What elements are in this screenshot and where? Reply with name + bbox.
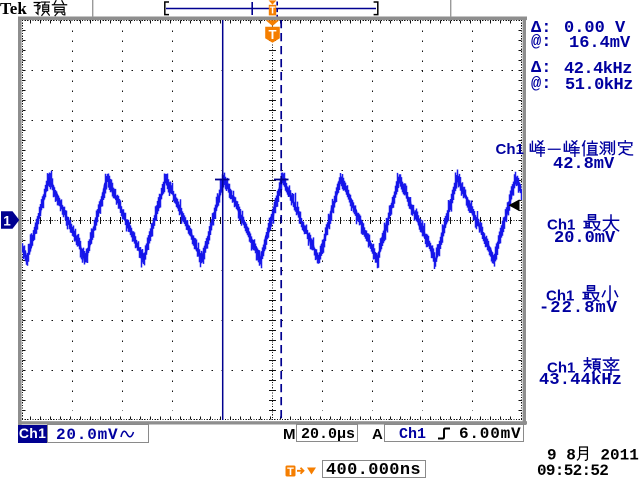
svg-text:T: T bbox=[287, 466, 294, 477]
svg-text:T: T bbox=[269, 6, 275, 17]
svg-text:1: 1 bbox=[3, 214, 11, 229]
svg-text:T: T bbox=[269, 27, 277, 42]
